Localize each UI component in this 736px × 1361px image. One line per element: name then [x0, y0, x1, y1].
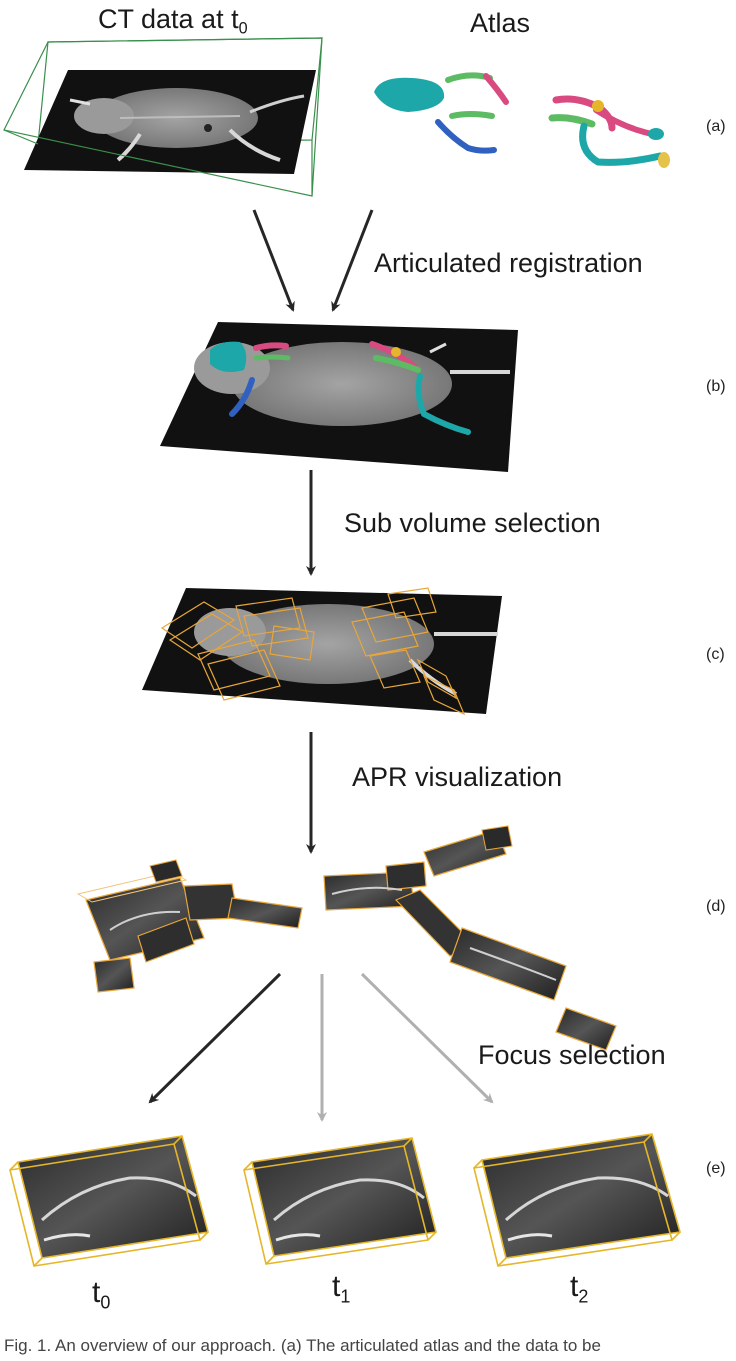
registered-volume: [160, 322, 518, 472]
arrow-atlas-to-registration: [331, 209, 374, 312]
focus-box-t1: [243, 1137, 437, 1265]
arrow-focus-t0: [148, 972, 282, 1104]
panel-label-b: (b): [706, 378, 726, 395]
panel-label-d: (d): [706, 898, 726, 915]
time-label-t1: t1: [332, 1270, 351, 1307]
step-focus-selection: Focus selection: [478, 1040, 666, 1070]
step-articulated-registration: Articulated registration: [374, 248, 643, 278]
subvolume-boxes: [160, 587, 466, 716]
panel-label-a: (a): [706, 118, 726, 135]
time-label-t0: t0: [92, 1276, 111, 1313]
arrow-focus-t2: [360, 972, 494, 1104]
atlas-title: Atlas: [470, 8, 531, 38]
focus-box-t2: [473, 1133, 682, 1267]
step-apr-visualization: APR visualization: [352, 762, 563, 792]
time-label-t2: t2: [570, 1270, 589, 1307]
arrow-ct-to-registration: [252, 209, 295, 312]
ct-mouse-body: [69, 88, 305, 162]
panel-label-c: (c): [706, 646, 725, 663]
focus-box-t0: [9, 1135, 210, 1267]
subvolume-volume: [142, 587, 502, 716]
apr-right-group: [323, 825, 617, 1051]
step-sub-volume-selection: Sub volume selection: [344, 508, 601, 538]
apr-left-group: [76, 859, 303, 993]
ct-data-title: CT data at t0: [98, 4, 248, 38]
atlas-parts: [374, 72, 670, 168]
apr-slices: [76, 825, 617, 1051]
panel-label-e: (e): [706, 1160, 726, 1177]
ct-data-volume: [3, 37, 323, 197]
atlas-skull: [374, 77, 445, 112]
figure-caption: Fig. 1. An overview of our approach. (a)…: [4, 1336, 601, 1355]
